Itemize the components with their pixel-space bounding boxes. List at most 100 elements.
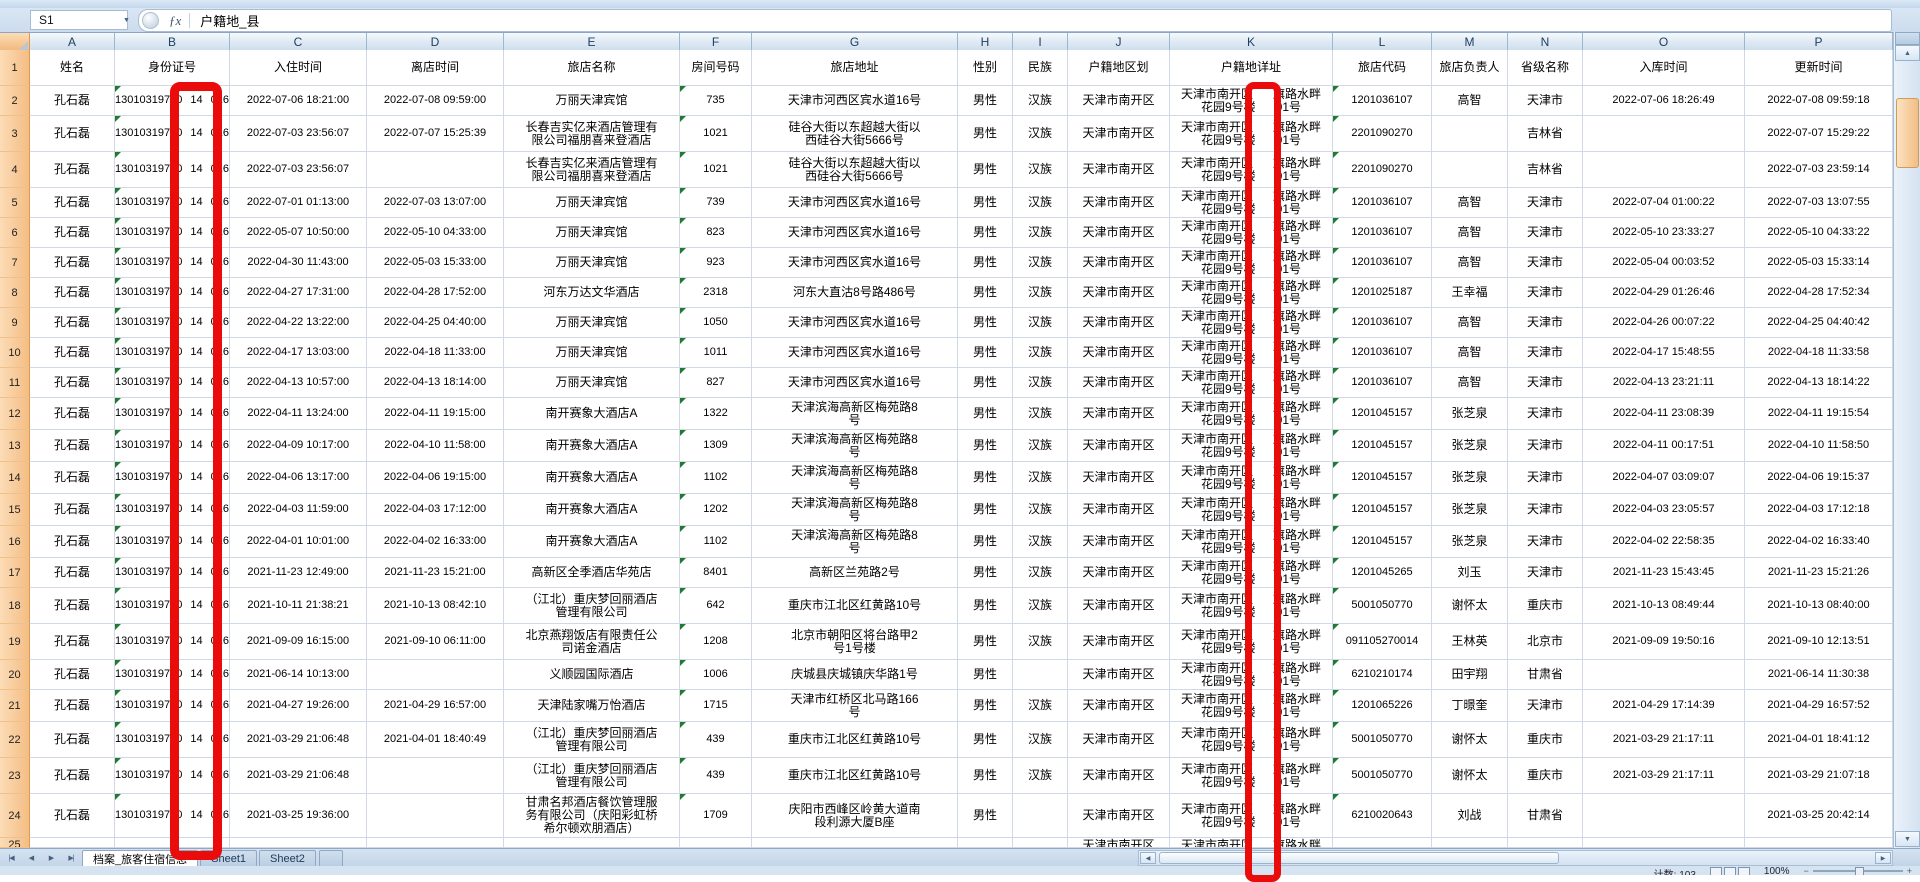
formula-input[interactable]: ƒx 户籍地_县 <box>138 9 1892 32</box>
cell-H10[interactable]: 男性 <box>958 338 1013 368</box>
cell-C5[interactable]: 2022-07-01 01:13:00 <box>230 188 367 218</box>
row-header-14[interactable]: 14 <box>0 462 30 494</box>
cell-J15[interactable]: 天津市南开区 <box>1068 494 1170 526</box>
cell-L25[interactable] <box>1333 838 1432 848</box>
cell-M10[interactable]: 高智 <box>1432 338 1508 368</box>
cell-F18[interactable]: 642 <box>680 588 752 624</box>
cell-G7[interactable]: 天津市河西区宾水道16号 <box>752 248 958 278</box>
cell-C24[interactable]: 2021-03-25 19:36:00 <box>230 794 367 838</box>
cell-P25[interactable] <box>1745 838 1893 848</box>
cell-A24[interactable]: 孔石磊 <box>30 794 115 838</box>
cell-A6[interactable]: 孔石磊 <box>30 218 115 248</box>
cell-P17[interactable]: 2021-11-23 15:21:26 <box>1745 558 1893 588</box>
cell-F6[interactable]: 823 <box>680 218 752 248</box>
cell-I5[interactable]: 汉族 <box>1013 188 1068 218</box>
cell-L6[interactable]: 1201036107 <box>1333 218 1432 248</box>
cell-C22[interactable]: 2021-03-29 21:06:48 <box>230 722 367 758</box>
cell-O19[interactable]: 2021-09-09 19:50:16 <box>1583 624 1745 660</box>
cell-G14[interactable]: 天津滨海高新区梅苑路8 号 <box>752 462 958 494</box>
scroll-down-icon[interactable]: ▼ <box>1895 831 1920 847</box>
cell-O11[interactable]: 2022-04-13 23:21:11 <box>1583 368 1745 398</box>
cell-G18[interactable]: 重庆市江北区红黄路10号 <box>752 588 958 624</box>
row-header-23[interactable]: 23 <box>0 758 30 794</box>
cell-L17[interactable]: 1201045265 <box>1333 558 1432 588</box>
cell-N7[interactable]: 天津市 <box>1508 248 1583 278</box>
cell-O1[interactable]: 入库时间 <box>1583 50 1745 86</box>
cell-E9[interactable]: 万丽天津宾馆 <box>504 308 680 338</box>
cell-M16[interactable]: 张芝泉 <box>1432 526 1508 558</box>
cell-N25[interactable] <box>1508 838 1583 848</box>
cell-J6[interactable]: 天津市南开区 <box>1068 218 1170 248</box>
cell-C6[interactable]: 2022-05-07 10:50:00 <box>230 218 367 248</box>
cell-L11[interactable]: 1201036107 <box>1333 368 1432 398</box>
cell-G11[interactable]: 天津市河西区宾水道16号 <box>752 368 958 398</box>
row-header-15[interactable]: 15 <box>0 494 30 526</box>
cell-O2[interactable]: 2022-07-06 18:26:49 <box>1583 86 1745 116</box>
cell-H22[interactable]: 男性 <box>958 722 1013 758</box>
cell-I13[interactable]: 汉族 <box>1013 430 1068 462</box>
cell-P3[interactable]: 2022-07-07 15:29:22 <box>1745 116 1893 152</box>
cell-E11[interactable]: 万丽天津宾馆 <box>504 368 680 398</box>
cell-P1[interactable]: 更新时间 <box>1745 50 1893 86</box>
column-header-J[interactable]: J <box>1068 33 1170 51</box>
column-header-N[interactable]: N <box>1508 33 1583 51</box>
cell-I22[interactable]: 汉族 <box>1013 722 1068 758</box>
cell-E7[interactable]: 万丽天津宾馆 <box>504 248 680 278</box>
cell-B1[interactable]: 身份证号 <box>115 50 230 86</box>
cell-N12[interactable]: 天津市 <box>1508 398 1583 430</box>
cell-J14[interactable]: 天津市南开区 <box>1068 462 1170 494</box>
normal-view-icon[interactable] <box>1710 867 1722 875</box>
cell-E12[interactable]: 南开赛象大酒店A <box>504 398 680 430</box>
cell-F5[interactable]: 739 <box>680 188 752 218</box>
cell-L23[interactable]: 5001050770 <box>1333 758 1432 794</box>
cell-M13[interactable]: 张芝泉 <box>1432 430 1508 462</box>
cell-N21[interactable]: 天津市 <box>1508 690 1583 722</box>
cell-H11[interactable]: 男性 <box>958 368 1013 398</box>
cell-D25[interactable] <box>367 838 504 848</box>
cell-E10[interactable]: 万丽天津宾馆 <box>504 338 680 368</box>
cell-D2[interactable]: 2022-07-08 09:59:00 <box>367 86 504 116</box>
cell-E15[interactable]: 南开赛象大酒店A <box>504 494 680 526</box>
cell-A7[interactable]: 孔石磊 <box>30 248 115 278</box>
cell-L13[interactable]: 1201045157 <box>1333 430 1432 462</box>
cell-H20[interactable]: 男性 <box>958 660 1013 690</box>
cell-L15[interactable]: 1201045157 <box>1333 494 1432 526</box>
cell-L14[interactable]: 1201045157 <box>1333 462 1432 494</box>
column-header-G[interactable]: G <box>752 33 958 51</box>
cell-M4[interactable] <box>1432 152 1508 188</box>
cell-F11[interactable]: 827 <box>680 368 752 398</box>
cell-H4[interactable]: 男性 <box>958 152 1013 188</box>
cell-J16[interactable]: 天津市南开区 <box>1068 526 1170 558</box>
cell-P20[interactable]: 2021-06-14 11:30:38 <box>1745 660 1893 690</box>
cell-E14[interactable]: 南开赛象大酒店A <box>504 462 680 494</box>
cell-F9[interactable]: 1050 <box>680 308 752 338</box>
row-header-1[interactable]: 1 <box>0 50 30 86</box>
cell-A13[interactable]: 孔石磊 <box>30 430 115 462</box>
cell-D4[interactable] <box>367 152 504 188</box>
cell-E13[interactable]: 南开赛象大酒店A <box>504 430 680 462</box>
cell-H1[interactable]: 性别 <box>958 50 1013 86</box>
cell-I16[interactable]: 汉族 <box>1013 526 1068 558</box>
cell-E20[interactable]: 义顺园国际酒店 <box>504 660 680 690</box>
cell-L3[interactable]: 2201090270 <box>1333 116 1432 152</box>
cell-H21[interactable]: 男性 <box>958 690 1013 722</box>
column-header-K[interactable]: K <box>1170 33 1333 51</box>
column-header-E[interactable]: E <box>504 33 680 51</box>
cell-D14[interactable]: 2022-04-06 19:15:00 <box>367 462 504 494</box>
cell-L9[interactable]: 1201036107 <box>1333 308 1432 338</box>
cell-A25[interactable] <box>30 838 115 848</box>
cell-O12[interactable]: 2022-04-11 23:08:39 <box>1583 398 1745 430</box>
cell-O22[interactable]: 2021-03-29 21:17:11 <box>1583 722 1745 758</box>
cell-P7[interactable]: 2022-05-03 15:33:14 <box>1745 248 1893 278</box>
cell-A23[interactable]: 孔石磊 <box>30 758 115 794</box>
cell-D9[interactable]: 2022-04-25 04:40:00 <box>367 308 504 338</box>
row-header-3[interactable]: 3 <box>0 116 30 152</box>
cell-O18[interactable]: 2021-10-13 08:49:44 <box>1583 588 1745 624</box>
cell-G12[interactable]: 天津滨海高新区梅苑路8 号 <box>752 398 958 430</box>
cell-N20[interactable]: 甘肃省 <box>1508 660 1583 690</box>
cell-I3[interactable]: 汉族 <box>1013 116 1068 152</box>
next-sheet-button[interactable]: ▶ <box>42 851 60 866</box>
cell-C23[interactable]: 2021-03-29 21:06:48 <box>230 758 367 794</box>
cell-I11[interactable]: 汉族 <box>1013 368 1068 398</box>
cell-C1[interactable]: 入住时间 <box>230 50 367 86</box>
